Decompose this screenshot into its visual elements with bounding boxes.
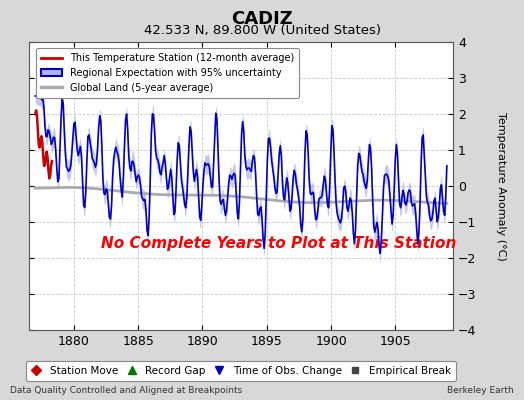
- Text: Berkeley Earth: Berkeley Earth: [447, 386, 514, 395]
- Y-axis label: Temperature Anomaly (°C): Temperature Anomaly (°C): [496, 112, 506, 260]
- Text: Data Quality Controlled and Aligned at Breakpoints: Data Quality Controlled and Aligned at B…: [10, 386, 243, 395]
- Text: CADIZ: CADIZ: [231, 10, 293, 28]
- Legend: Station Move, Record Gap, Time of Obs. Change, Empirical Break: Station Move, Record Gap, Time of Obs. C…: [26, 360, 456, 381]
- Text: No Complete Years to Plot at This Station: No Complete Years to Plot at This Statio…: [101, 236, 456, 251]
- Text: 42.533 N, 89.800 W (United States): 42.533 N, 89.800 W (United States): [144, 24, 380, 37]
